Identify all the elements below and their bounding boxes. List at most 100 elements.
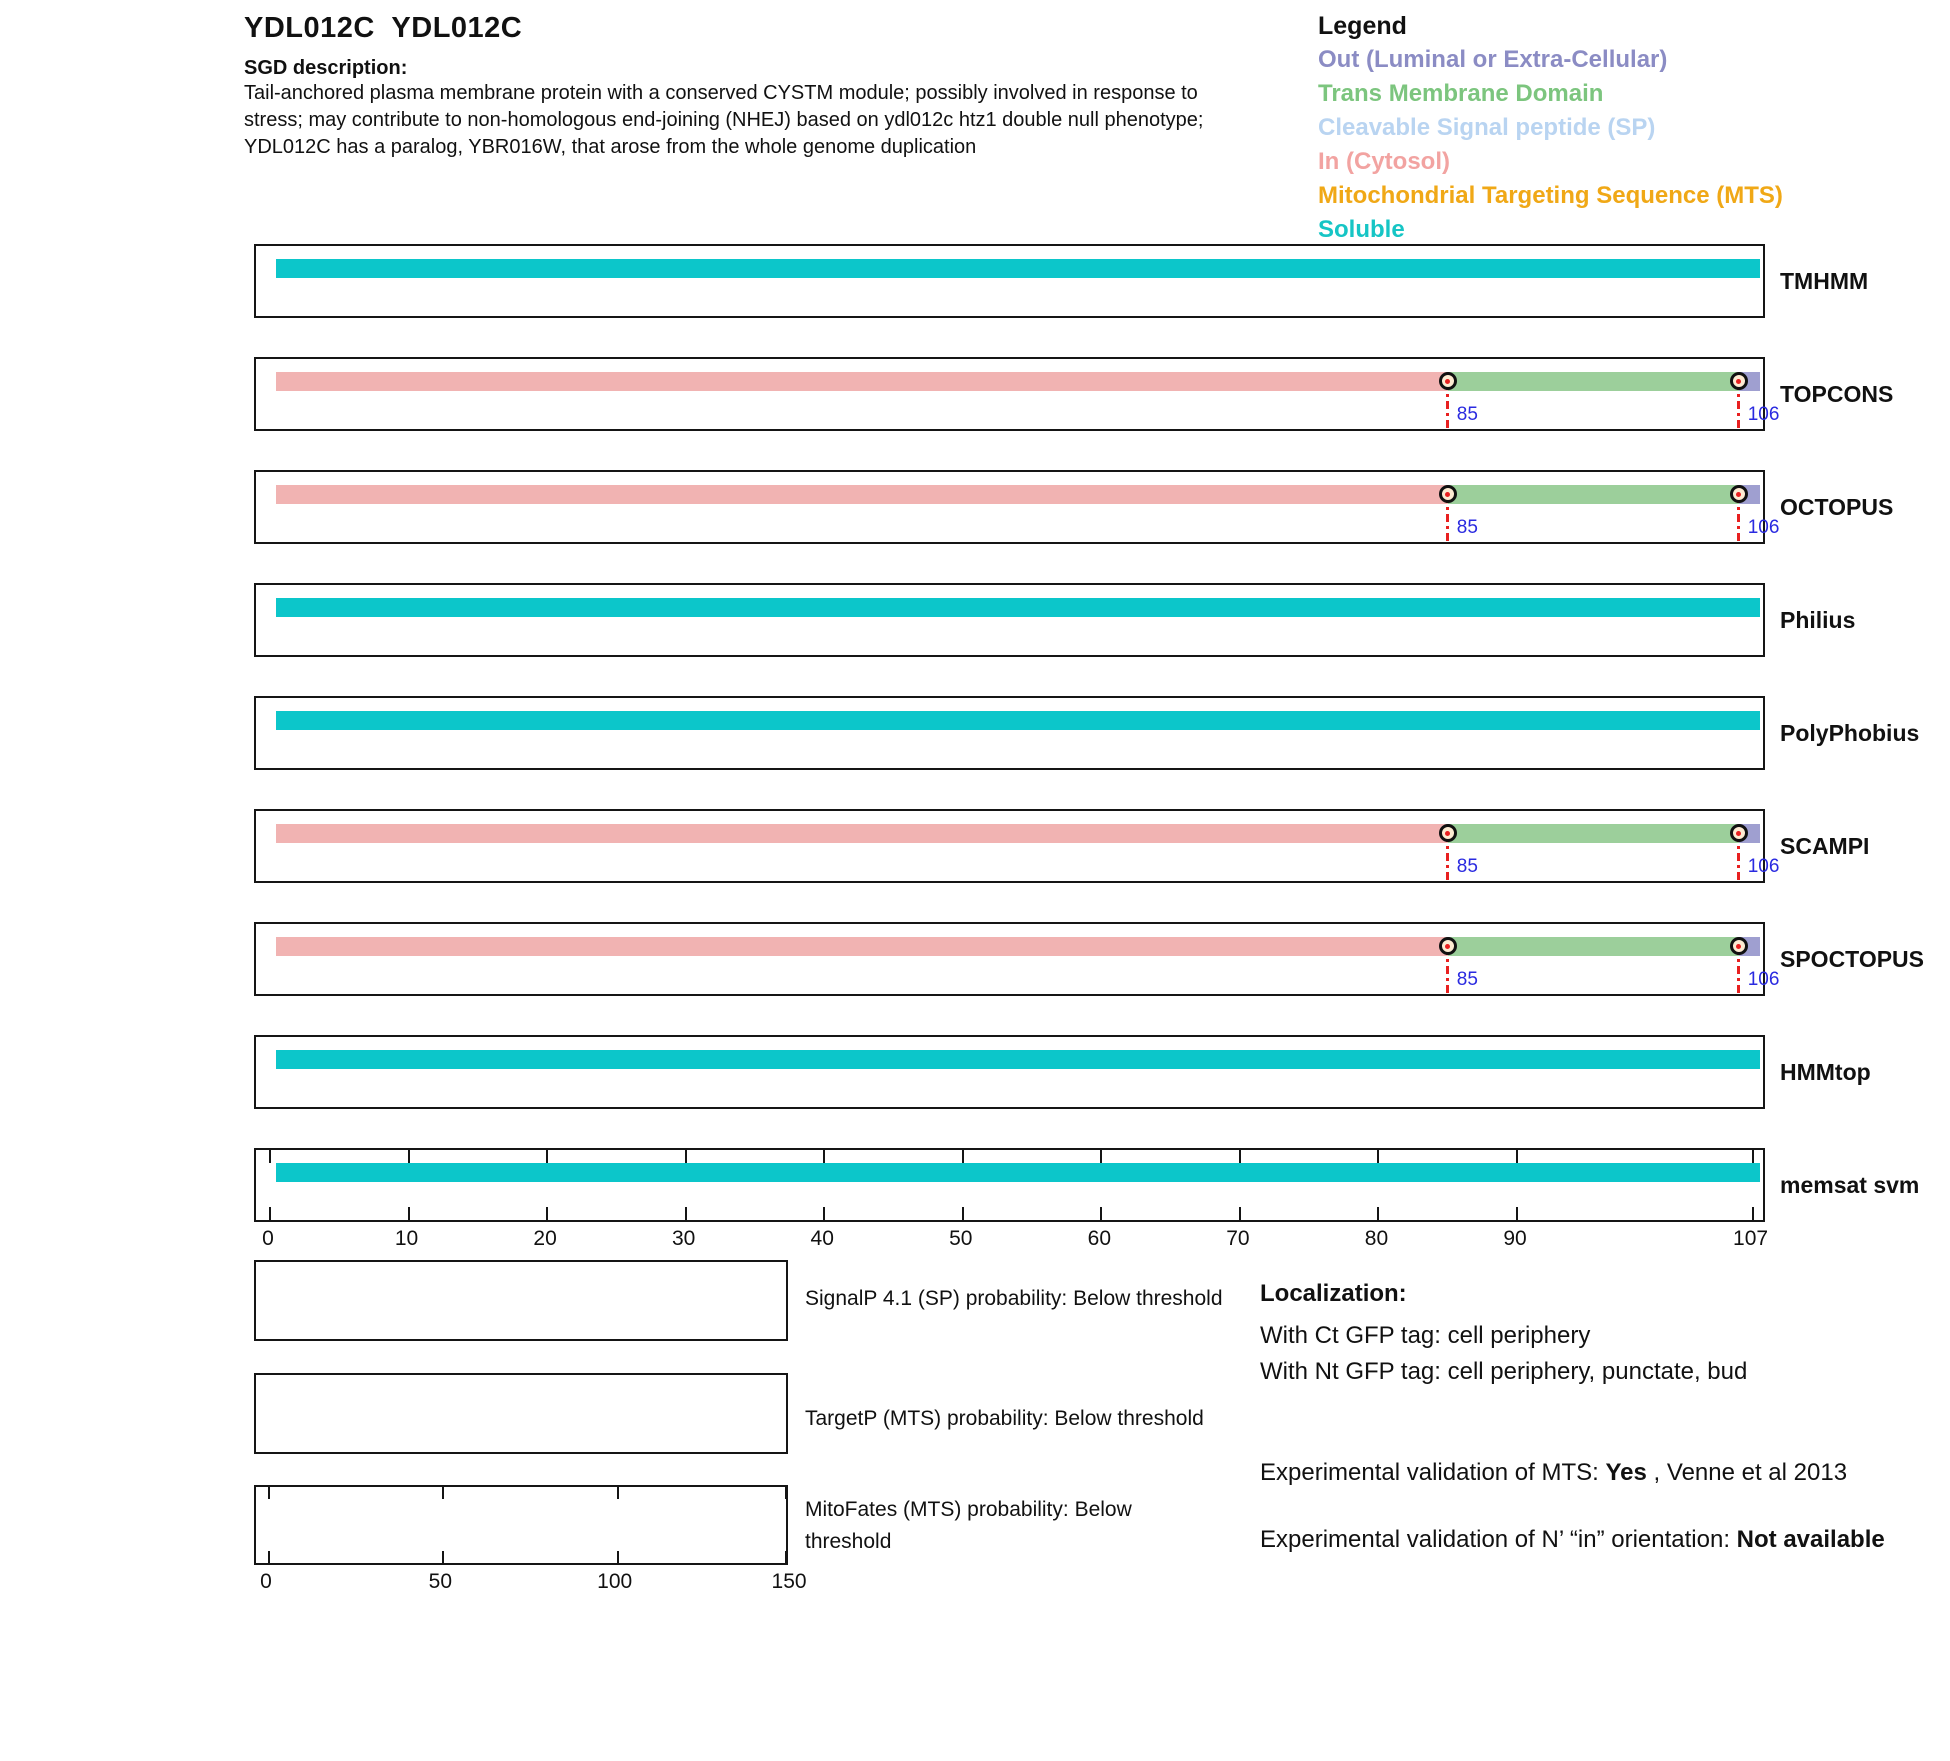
orientation-validation-value: Not available bbox=[1736, 1526, 1885, 1553]
topology-segment-soluble bbox=[276, 711, 1760, 730]
track-row-scampi: 85 106 SCAMPI bbox=[254, 809, 1950, 883]
x-axis-tick-label: 90 bbox=[1503, 1227, 1527, 1250]
track-row-topcons: 85 106 TOPCONS bbox=[254, 357, 1950, 431]
track-plot-box: 85 106 bbox=[254, 470, 1779, 544]
track-label: OCTOPUS bbox=[1780, 494, 1894, 520]
axis-tick bbox=[1751, 1207, 1754, 1220]
mitofates-label-line: MitoFates (MTS) probability: Below bbox=[805, 1498, 1132, 1521]
axis-tick bbox=[269, 1150, 271, 1163]
x-axis-tick-label: 40 bbox=[810, 1227, 834, 1250]
legend-item-signal-peptide: Cleavable Signal peptide (SP) bbox=[1318, 114, 1656, 141]
boundary-line bbox=[1446, 495, 1450, 544]
boundary-marker bbox=[1729, 485, 1748, 503]
axis-tick bbox=[961, 1150, 964, 1163]
boundary-line bbox=[1737, 382, 1741, 431]
mitofates-axis: 0 50 100 150 bbox=[254, 1570, 854, 1594]
topology-segment-soluble bbox=[276, 598, 1760, 617]
topology-segment-in bbox=[276, 372, 1448, 391]
mts-validation-suffix: , Venne et al 2013 bbox=[1646, 1459, 1848, 1486]
legend: Legend Out (Luminal or Extra-Cellular) T… bbox=[1318, 9, 1783, 247]
topology-segment-soluble bbox=[276, 1050, 1760, 1069]
localization-ct-gfp: With Ct GFP tag: cell periphery bbox=[1260, 1322, 1591, 1349]
orientation-validation-line: Experimental validation of N’ “in” orien… bbox=[1260, 1523, 1920, 1556]
boundary-line bbox=[1446, 382, 1450, 431]
mitofates-axis-tick-label: 50 bbox=[428, 1570, 453, 1593]
topology-segment-tm bbox=[1447, 937, 1739, 956]
track-label: PolyPhobius bbox=[1780, 720, 1920, 746]
track-row-philius: Philius bbox=[254, 583, 1950, 657]
page-title: YDL012C YDL012C bbox=[244, 12, 523, 44]
boundary-marker bbox=[1438, 485, 1457, 503]
track-label: TOPCONS bbox=[1780, 381, 1894, 407]
axis-tick bbox=[823, 1207, 826, 1220]
boundary-position-label: 85 bbox=[1456, 517, 1478, 538]
axis-tick bbox=[269, 1207, 271, 1220]
signalp-plot-box bbox=[254, 1260, 788, 1341]
boundary-line bbox=[1446, 947, 1450, 996]
boundary-line bbox=[1737, 495, 1741, 544]
topology-segment-soluble bbox=[276, 259, 1760, 278]
axis-tick bbox=[616, 1487, 619, 1499]
legend-item-mts: Mitochondrial Targeting Sequence (MTS) bbox=[1318, 182, 1783, 209]
track-label: TMHMM bbox=[1780, 268, 1869, 294]
track-plot-box: 85 106 bbox=[254, 922, 1779, 996]
track-row-polyphobius: PolyPhobius bbox=[254, 696, 1950, 770]
axis-tick bbox=[684, 1150, 687, 1163]
axis-tick bbox=[1516, 1207, 1519, 1220]
legend-item-soluble: Soluble bbox=[1318, 216, 1405, 243]
mitofates-label: MitoFates (MTS) probability: Below thres… bbox=[805, 1494, 1132, 1558]
topology-segment-in bbox=[276, 824, 1448, 843]
sgd-description-text: Tail-anchored plasma membrane protein wi… bbox=[244, 80, 1203, 161]
localization-nt-gfp: With Nt GFP tag: cell periphery, punctat… bbox=[1260, 1358, 1748, 1385]
track-row-octopus: 85 106 OCTOPUS bbox=[254, 470, 1950, 544]
axis-tick bbox=[785, 1551, 787, 1563]
axis-tick bbox=[961, 1207, 964, 1220]
axis-tick bbox=[442, 1551, 445, 1563]
boundary-marker bbox=[1729, 372, 1748, 390]
track-label: SCAMPI bbox=[1780, 833, 1870, 859]
x-axis-tick-label: 107 bbox=[1733, 1227, 1769, 1250]
localization-heading: Localization: bbox=[1260, 1280, 1407, 1307]
axis-tick bbox=[684, 1207, 687, 1220]
boundary-marker bbox=[1438, 824, 1457, 842]
x-axis-tick-label: 80 bbox=[1364, 1227, 1389, 1250]
topology-segment-in bbox=[276, 937, 1448, 956]
legend-item-transmembrane: Trans Membrane Domain bbox=[1318, 80, 1604, 107]
mts-validation-prefix: Experimental validation of MTS: bbox=[1260, 1459, 1606, 1486]
mitofates-label-line: threshold bbox=[805, 1530, 892, 1553]
track-label: memsat svm bbox=[1780, 1172, 1920, 1198]
boundary-position-label: 106 bbox=[1747, 404, 1780, 425]
boundary-line bbox=[1446, 834, 1450, 883]
track-label: Philius bbox=[1780, 607, 1856, 633]
x-axis-tick-label: 0 bbox=[262, 1227, 274, 1250]
mitofates-axis-tick-label: 0 bbox=[260, 1570, 272, 1593]
axis-tick bbox=[1377, 1150, 1380, 1163]
x-axis-tick-label: 20 bbox=[533, 1227, 557, 1250]
track-plot-box bbox=[254, 583, 1765, 657]
track-row-hmmtop: HMMtop bbox=[254, 1035, 1950, 1109]
x-axis-tick-label: 30 bbox=[671, 1227, 696, 1250]
axis-tick bbox=[407, 1207, 410, 1220]
axis-tick bbox=[442, 1487, 445, 1499]
boundary-position-label: 85 bbox=[1456, 404, 1478, 425]
track-plot-box: 85 106 bbox=[254, 809, 1779, 883]
signalp-label: SignalP 4.1 (SP) probability: Below thre… bbox=[805, 1287, 1223, 1310]
boundary-position-label: 106 bbox=[1747, 856, 1780, 877]
boundary-position-label: 106 bbox=[1747, 517, 1780, 538]
axis-tick bbox=[268, 1487, 270, 1499]
track-row-spoctopus: 85 106 SPOCTOPUS bbox=[254, 922, 1950, 996]
axis-tick bbox=[785, 1487, 787, 1499]
axis-tick bbox=[1100, 1150, 1103, 1163]
legend-item-out: Out (Luminal or Extra-Cellular) bbox=[1318, 46, 1668, 73]
track-plot-box bbox=[254, 1148, 1765, 1222]
boundary-position-label: 85 bbox=[1456, 856, 1478, 877]
legend-title: Legend bbox=[1318, 12, 1407, 40]
topology-segment-tm bbox=[1447, 372, 1739, 391]
track-row-tmhmm: TMHMM bbox=[254, 244, 1950, 318]
axis-tick bbox=[546, 1207, 549, 1220]
topology-segment-soluble bbox=[276, 1163, 1760, 1182]
residue-axis: 0 10 20 30 40 50 60 70 80 90 107 bbox=[254, 1227, 1814, 1253]
axis-tick bbox=[546, 1150, 549, 1163]
axis-tick bbox=[1751, 1150, 1754, 1163]
